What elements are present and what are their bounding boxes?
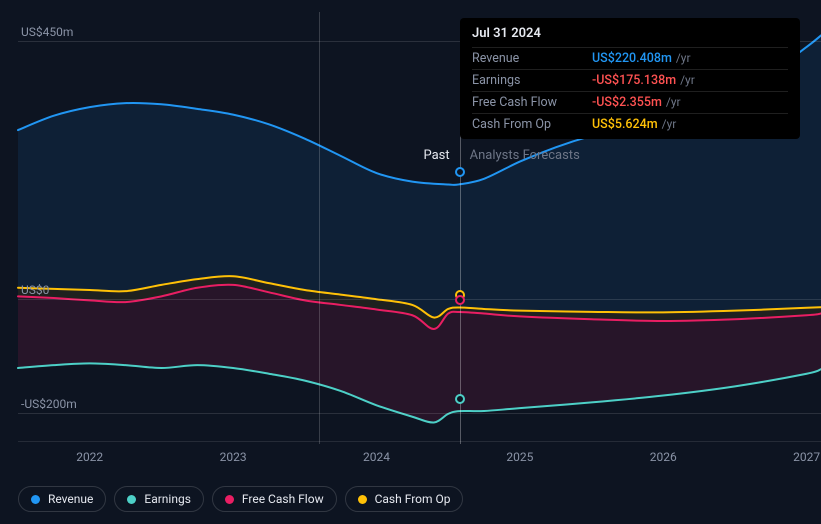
- tooltip-row-label: Free Cash Flow: [472, 95, 592, 110]
- tooltip-row-unit: /yr: [662, 117, 677, 131]
- past-section-label: Past: [18, 148, 450, 163]
- y-axis-label: US$450m: [21, 25, 73, 41]
- tooltip-row: Cash From OpUS$5.624m/yr: [472, 113, 788, 135]
- legend-item-fcf[interactable]: Free Cash Flow: [212, 486, 337, 512]
- tooltip-row-value: -US$175.138m: [592, 73, 676, 88]
- tooltip-row-value: -US$2.355m: [592, 95, 662, 110]
- chart-legend: Revenue Earnings Free Cash Flow Cash From O…: [18, 486, 463, 512]
- legend-swatch: [225, 495, 234, 504]
- tooltip-row-label: Earnings: [472, 73, 592, 88]
- tooltip-row: RevenueUS$220.408m/yr: [472, 47, 788, 69]
- legend-label: Cash From Op: [375, 492, 451, 506]
- marker-fcf: [455, 295, 465, 305]
- tooltip-row: Earnings-US$175.138m/yr: [472, 69, 788, 91]
- tooltip-row-value: US$220.408m: [592, 51, 672, 66]
- x-axis-label: 2022: [76, 450, 103, 464]
- tooltip-date: Jul 31 2024: [472, 26, 788, 41]
- forecast-section-label: Analysts Forecasts: [470, 148, 580, 163]
- marker-earnings: [455, 394, 465, 404]
- legend-label: Revenue: [48, 492, 93, 506]
- y-gridline: [18, 413, 821, 414]
- x-axis-label: 2023: [220, 450, 247, 464]
- tooltip-row-value: US$5.624m: [592, 117, 658, 132]
- tooltip-row-label: Cash From Op: [472, 117, 592, 132]
- x-axis-labels: 2022 2023 2024 2025 2026 2027: [18, 450, 821, 470]
- legend-item-cash_op[interactable]: Cash From Op: [345, 486, 464, 512]
- y-axis-label: -US$200m: [21, 397, 77, 413]
- data-tooltip: Jul 31 2024 RevenueUS$220.408m/yrEarning…: [460, 18, 800, 139]
- legend-swatch: [127, 495, 136, 504]
- tooltip-row-unit: /yr: [680, 73, 695, 87]
- past-forecast-divider: [319, 12, 320, 444]
- tooltip-row-unit: /yr: [676, 51, 691, 65]
- tooltip-row: Free Cash Flow-US$2.355m/yr: [472, 91, 788, 113]
- marker-revenue: [455, 167, 465, 177]
- x-axis-label: 2025: [506, 450, 533, 464]
- legend-item-earnings[interactable]: Earnings: [114, 486, 204, 512]
- tooltip-row-unit: /yr: [666, 95, 681, 109]
- legend-swatch: [358, 495, 367, 504]
- y-gridline: [18, 299, 821, 300]
- legend-label: Free Cash Flow: [242, 492, 324, 506]
- tooltip-row-label: Revenue: [472, 51, 592, 66]
- legend-swatch: [31, 495, 40, 504]
- x-axis-label: 2026: [650, 450, 677, 464]
- legend-item-revenue[interactable]: Revenue: [18, 486, 106, 512]
- x-axis-label: 2024: [363, 450, 390, 464]
- legend-label: Earnings: [144, 492, 191, 506]
- x-axis-label: 2027: [793, 450, 820, 464]
- y-axis-label: US$0: [21, 283, 49, 299]
